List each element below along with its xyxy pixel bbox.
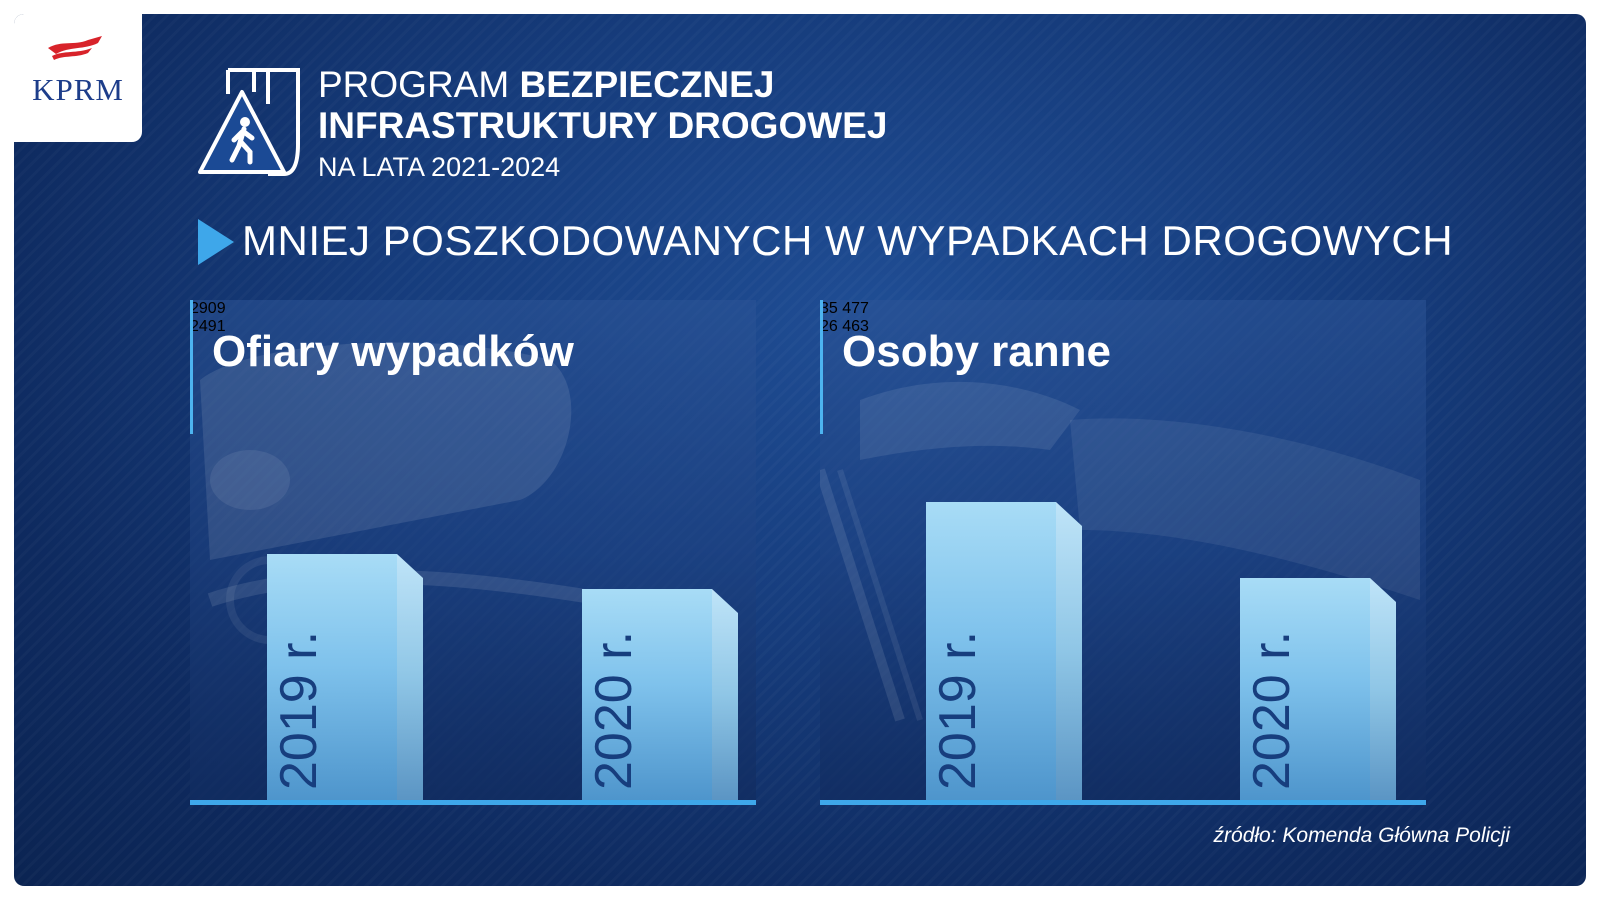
bar-face (926, 502, 1056, 800)
source-note: źródło: Komenda Główna Policji (1213, 824, 1510, 847)
bar-category-label: 2020 r. (585, 630, 643, 790)
panel-title: Ofiary wypadków (212, 327, 574, 376)
panel-title: Osoby ranne (842, 327, 1111, 376)
chart-baseline (190, 800, 756, 805)
bar-value-label: 35 477 (820, 300, 869, 317)
bar-value-label: 2491 (190, 318, 226, 335)
bar-side (712, 589, 738, 800)
bar-side (397, 554, 423, 800)
chart-baseline (820, 800, 1426, 805)
bar-face (267, 554, 397, 800)
program-title: PROGRAM BEZPIECZNEJ INFRASTRUKTURY DROGO… (318, 64, 887, 184)
arrow-right-icon (198, 219, 234, 265)
bar-category-label: 2020 r. (1243, 630, 1301, 790)
program-title-bold-2: INFRASTRUKTURY DROGOWEJ (318, 105, 888, 146)
bar-2020: 2020 r. (582, 589, 738, 800)
bar-2019: 2019 r. (926, 502, 1082, 800)
infographic-card: KPRM PROGRAM BEZPIECZNEJ INFRASTRUKTURY … (14, 14, 1586, 886)
bar-2019: 2019 r. (267, 554, 423, 800)
panel-accent-line (190, 300, 193, 434)
bar-side (1056, 502, 1082, 800)
bar-side (1370, 578, 1396, 800)
bar-2020: 2020 r. (1240, 578, 1396, 800)
bar-face (1240, 578, 1370, 800)
background-photo-ambulance (820, 381, 1420, 722)
panel-accent-line (820, 300, 823, 434)
bar-value-label: 2909 (190, 300, 226, 317)
subtitle-text: MNIEJ POSZKODOWANYCH W WYPADKACH DROGOWY… (242, 217, 1454, 264)
bar-face (582, 589, 712, 800)
chart-panel-victims: Ofiary wypadków 2019 r. 2909 2020 r. 2491 (190, 300, 756, 805)
program-title-light: PROGRAM (318, 64, 520, 105)
logo-text: KPRM (32, 72, 124, 107)
program-years: NA LATA 2021-2024 (318, 152, 561, 182)
program-title-bold-1: BEZPIECZNEJ (519, 64, 775, 105)
pedestrian-crossing-icon (198, 68, 300, 176)
bar-category-label: 2019 r. (270, 630, 328, 790)
chart-panel-injured: Osoby ranne 2019 r. 35 477 2020 r. 26 463 (820, 300, 1426, 805)
bar-category-label: 2019 r. (929, 630, 987, 790)
bar-value-label: 26 463 (820, 318, 869, 335)
flag-logo-icon (48, 36, 102, 60)
kprm-logo: KPRM (14, 14, 142, 142)
